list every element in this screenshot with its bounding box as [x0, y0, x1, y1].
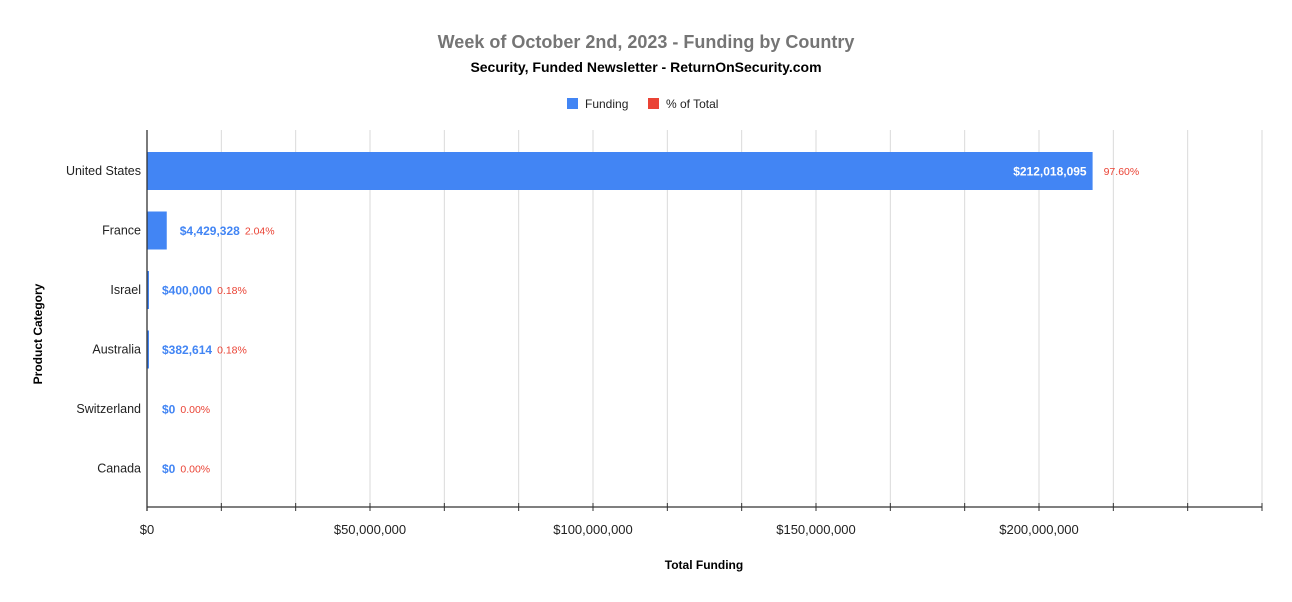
x-tick-label: $100,000,000	[553, 522, 633, 537]
legend: Funding % of Total	[567, 97, 718, 111]
bar-funding	[147, 211, 167, 250]
x-tick-label: $150,000,000	[776, 522, 856, 537]
funding-value-label: $212,018,095	[1013, 165, 1087, 179]
category-label: United States	[66, 164, 141, 178]
data-labels: $212,018,095 97.60% $4,429,328 2.04% $400,00…	[162, 165, 1139, 477]
percent-label: 0.00%	[180, 404, 210, 416]
category-label: Australia	[92, 343, 141, 357]
x-tick-label: $50,000,000	[334, 522, 406, 537]
chart-subtitle: Security, Funded Newsletter - ReturnOnSe…	[470, 59, 821, 75]
legend-swatch-percent	[648, 98, 659, 109]
bar-funding	[147, 271, 149, 309]
percent-label: 0.18%	[217, 345, 247, 357]
percent-label: 0.00%	[180, 464, 210, 476]
bar-funding	[147, 330, 149, 369]
funding-value-label: $0	[162, 403, 176, 417]
x-tick-label: $200,000,000	[999, 522, 1079, 537]
category-label: France	[102, 224, 141, 238]
percent-label: 2.04%	[245, 226, 275, 238]
funding-value-label: $400,000	[162, 284, 212, 298]
legend-swatch-funding	[567, 98, 578, 109]
x-axis-title: Total Funding	[665, 558, 743, 572]
gridlines	[220, 130, 1263, 507]
category-label: Canada	[97, 462, 141, 476]
bars	[147, 152, 1093, 369]
percent-label: 0.18%	[217, 285, 247, 297]
category-labels: United States France Israel Australia Switze…	[66, 164, 141, 476]
funding-value-label: $382,614	[162, 343, 212, 357]
category-label: Switzerland	[76, 402, 141, 416]
funding-value-label: $4,429,328	[180, 224, 240, 238]
percent-label: 97.60%	[1104, 166, 1140, 178]
legend-label-percent: % of Total	[666, 97, 718, 111]
chart-title: Week of October 2nd, 2023 - Funding by C…	[438, 32, 855, 52]
y-axis-title: Product Category	[31, 283, 45, 384]
x-tick-label: $0	[140, 522, 154, 537]
funding-value-label: $0	[162, 462, 176, 476]
legend-label-funding: Funding	[585, 97, 628, 111]
bar-funding	[147, 152, 1093, 190]
x-axis: $0 $50,000,000 $100,000,000 $150,000,000 $20…	[140, 130, 1263, 537]
category-label: Israel	[110, 283, 141, 297]
